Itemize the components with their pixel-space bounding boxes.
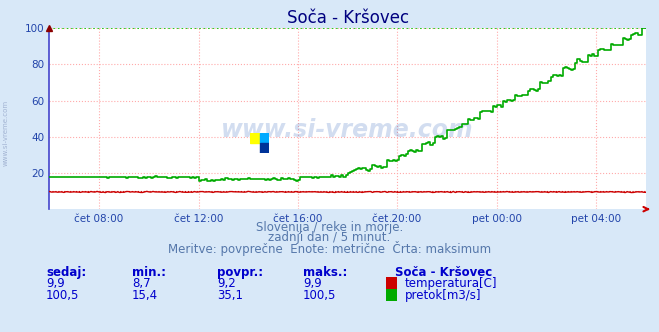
Text: zadnji dan / 5 minut.: zadnji dan / 5 minut. — [268, 231, 391, 244]
Text: 35,1: 35,1 — [217, 289, 243, 302]
Bar — [260, 143, 269, 153]
Bar — [250, 133, 260, 143]
Title: Soča - Kršovec: Soča - Kršovec — [287, 9, 409, 27]
Text: 9,9: 9,9 — [46, 277, 65, 290]
Text: 15,4: 15,4 — [132, 289, 158, 302]
Text: povpr.:: povpr.: — [217, 266, 264, 279]
Text: pretok[m3/s]: pretok[m3/s] — [405, 289, 481, 302]
Text: Slovenija / reke in morje.: Slovenija / reke in morje. — [256, 221, 403, 234]
Text: www.si-vreme.com: www.si-vreme.com — [2, 100, 9, 166]
Text: temperatura[C]: temperatura[C] — [405, 277, 497, 290]
Text: 9,9: 9,9 — [303, 277, 322, 290]
Text: 100,5: 100,5 — [303, 289, 337, 302]
Bar — [260, 133, 269, 143]
Text: www.si-vreme.com: www.si-vreme.com — [221, 118, 474, 141]
Text: 9,2: 9,2 — [217, 277, 236, 290]
Text: maks.:: maks.: — [303, 266, 347, 279]
Text: min.:: min.: — [132, 266, 166, 279]
Text: 8,7: 8,7 — [132, 277, 150, 290]
Text: sedaj:: sedaj: — [46, 266, 86, 279]
Text: 100,5: 100,5 — [46, 289, 80, 302]
Text: Meritve: povprečne  Enote: metrične  Črta: maksimum: Meritve: povprečne Enote: metrične Črta:… — [168, 241, 491, 256]
Text: Soča - Kršovec: Soča - Kršovec — [395, 266, 493, 279]
